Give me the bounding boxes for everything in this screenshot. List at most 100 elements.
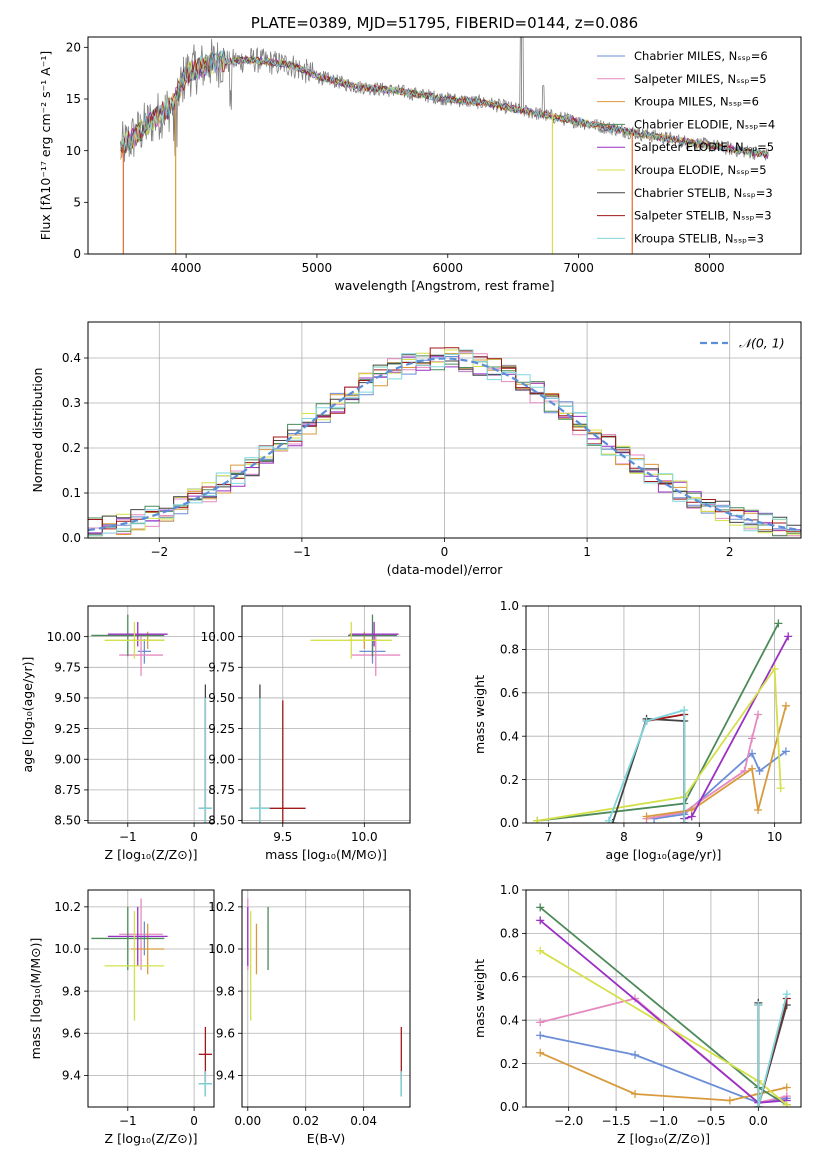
weight-marker <box>642 717 651 726</box>
legend-label: Kroupa ELODIE, Nₛₛₚ=5 <box>634 163 767 177</box>
weight-marker <box>725 1096 734 1105</box>
error-point <box>119 634 163 676</box>
y-axis-label: mass weight <box>472 675 487 754</box>
weight-marker <box>680 706 689 715</box>
y-tick-label: 9.75 <box>208 660 235 674</box>
y-tick-label: 9.4 <box>62 1069 81 1083</box>
weight-marker <box>536 1031 545 1040</box>
weight-marker <box>781 747 790 756</box>
y-tick-label: 8.50 <box>54 814 81 828</box>
panel-residuals: −2 −1 0 1 2 0.0 0.1 0.2 0.3 0.4 (data-model)/error… <box>30 321 802 577</box>
legend-label: Kroupa MILES, Nₛₛₚ=6 <box>634 95 759 109</box>
panel-mass_vs_ebv: 0.00 0.02 0.04 9.4 9.6 9.8 10.0 10.2 E(B-V) <box>208 889 411 1146</box>
weight-marker <box>782 990 791 999</box>
y-tick-label: 10 <box>66 144 81 158</box>
y-tick-label: 0.2 <box>500 1057 519 1071</box>
y-tick-label: 9.8 <box>62 984 81 998</box>
error-point <box>104 621 165 659</box>
y-tick-label: 0.6 <box>500 686 519 700</box>
x-axis-label: Z [log₁₀(Z/Z⊙)] <box>105 1131 198 1146</box>
legend-label: Salpeter MILES, Nₛₛₚ=5 <box>634 72 767 86</box>
y-tick-label: 0.8 <box>500 927 519 941</box>
weight-marker <box>754 805 763 814</box>
y-tick-label: 0.0 <box>500 816 519 830</box>
residual-histogram <box>88 347 801 532</box>
model-spectrum <box>120 50 769 157</box>
weight-marker <box>687 812 696 821</box>
weight-marker <box>782 1083 791 1092</box>
x-axis-label: mass [log₁₀(M/M⊙)] <box>265 847 387 862</box>
plot-area <box>536 903 791 1107</box>
error-point <box>91 614 165 657</box>
chart-title: PLATE=0389, MJD=51795, FIBERID=0144, z=0… <box>251 14 638 32</box>
weight-marker <box>774 619 783 628</box>
weight-marker <box>754 1103 763 1107</box>
y-tick-label: 10.00 <box>201 630 235 644</box>
x-tick-label: 9.5 <box>273 830 292 844</box>
y-tick-label: 15 <box>66 92 81 106</box>
weight-line <box>537 666 782 822</box>
error-point <box>107 621 168 647</box>
x-tick-label: 1 <box>583 545 591 559</box>
y-tick-label: 0 <box>73 247 81 261</box>
legend-label: 𝒩(0, 1) <box>739 336 785 351</box>
error-point <box>310 621 393 659</box>
y-axis-label: age [log₁₀(age/yr)] <box>20 657 35 773</box>
x-tick-label: 10.0 <box>351 830 378 844</box>
y-tick-label: 8.50 <box>208 814 235 828</box>
y-tick-label: 10.0 <box>54 942 81 956</box>
error-point <box>250 697 270 823</box>
legend: Chabrier MILES, Nₛₛₚ=6 Salpeter MILES, Nₛ… <box>597 49 775 245</box>
y-tick-label: 10.0 <box>208 942 235 956</box>
axes-frame <box>87 36 802 255</box>
plot-area <box>88 347 801 537</box>
error-point <box>119 898 163 971</box>
y-tick-label: 9.6 <box>216 1026 235 1040</box>
x-axis-label: Z [log₁₀(Z/Z⊙)] <box>105 847 198 862</box>
plot-area <box>91 614 213 823</box>
y-tick-label: 9.75 <box>54 660 81 674</box>
legend-label: Kroupa STELIB, Nₛₛₚ=3 <box>634 231 764 245</box>
weight-marker <box>748 734 757 743</box>
axes-frame <box>241 889 411 1108</box>
x-tick-label: 4000 <box>171 261 202 275</box>
weight-marker <box>680 819 689 823</box>
plot-area <box>91 898 213 1097</box>
y-axis-label: mass weight <box>472 959 487 1038</box>
panel-spectrum: 4000 5000 6000 7000 8000 0 5 10 15 20 PLATE=0389, … <box>38 14 802 293</box>
axes-frame <box>87 605 215 824</box>
residual-histogram <box>88 349 801 537</box>
error-point <box>198 1071 213 1097</box>
y-tick-label: 9.50 <box>54 691 81 705</box>
y-tick-label: 8.75 <box>54 783 81 797</box>
weight-marker <box>536 903 545 912</box>
axes-frame <box>525 605 802 824</box>
y-tick-label: 0.8 <box>500 643 519 657</box>
weight-marker <box>782 1100 791 1107</box>
weight-marker <box>536 1048 545 1057</box>
panel-age_vs_mass: 9.5 10.0 8.50 8.75 9.00 9.25 9.50 9.75 10.00 mass… <box>201 605 411 862</box>
y-tick-label: 0.6 <box>500 970 519 984</box>
panel-weight_vs_age: 7 8 9 10 0.0 0.2 0.4 0.6 0.8 1.0 age [log₁₀(age/yr… <box>472 599 802 862</box>
plot-area <box>250 614 401 823</box>
x-axis-label: E(B-V) <box>307 1131 346 1146</box>
weight-marker <box>536 946 545 955</box>
x-tick-label: 7 <box>545 830 553 844</box>
x-tick-label: 0 <box>441 545 449 559</box>
error-point <box>107 906 168 966</box>
weight-line <box>608 709 686 823</box>
x-tick-label: 8000 <box>694 261 725 275</box>
legend-label: Salpeter STELIB, Nₛₛₚ=3 <box>634 209 772 223</box>
y-tick-label: 0.4 <box>500 1013 519 1027</box>
y-tick-label: 9.6 <box>62 1026 81 1040</box>
x-axis-label: Z [log₁₀(Z/Z⊙)] <box>617 1131 710 1146</box>
weight-marker <box>533 816 542 823</box>
legend-label: Salpeter ELODIE, Nₛₛₚ=5 <box>634 140 774 154</box>
x-tick-label: 0.0 <box>749 1114 768 1128</box>
y-tick-label: 9.25 <box>208 722 235 736</box>
y-tick-label: 0.4 <box>62 351 81 365</box>
weight-marker <box>748 764 757 773</box>
y-tick-label: 0.3 <box>62 396 81 410</box>
x-tick-label: −1 <box>119 830 137 844</box>
